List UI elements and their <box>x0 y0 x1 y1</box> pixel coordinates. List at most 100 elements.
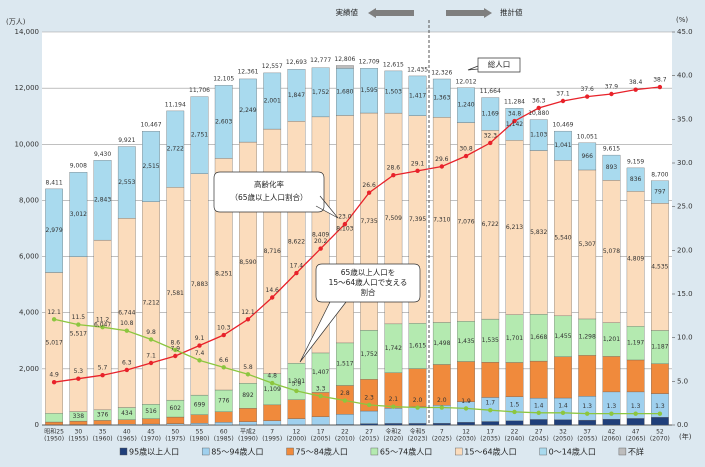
bar-segment <box>45 188 63 273</box>
x-tick-label: (1950) <box>44 436 64 443</box>
segment-label: 8,251 <box>215 271 232 278</box>
y2-tick-label: 5.0 <box>677 377 688 385</box>
labels: 0 2,000 4,000 6,000 8,000 10,000 12,000 14,000 0… <box>15 28 693 443</box>
segment-label: 4,535 <box>651 263 668 270</box>
segment-label: 1,041 <box>554 142 571 149</box>
total-label: 9,008 <box>70 163 87 170</box>
bar-segment <box>457 361 475 402</box>
legend-label: 0～14歳人口 <box>549 447 596 457</box>
x-tick-label: (2023) <box>408 436 428 443</box>
point <box>76 376 81 381</box>
point-label: 10.3 <box>217 325 231 332</box>
point <box>609 411 614 416</box>
x-tick-label: 昭和25 <box>44 428 64 436</box>
segment-label: 893 <box>606 164 618 171</box>
y2-tick-label: 30.0 <box>677 159 693 167</box>
point <box>584 411 590 416</box>
x-tick-label: 22 <box>511 429 519 436</box>
bar-segment <box>166 110 185 188</box>
bar-segment <box>626 359 645 393</box>
point-label: 28.6 <box>387 165 401 172</box>
point <box>221 365 226 370</box>
x-tick-label: (2015) <box>359 436 379 443</box>
total-label: 12,557 <box>262 63 283 70</box>
callout-text: 高齢化率 <box>254 179 284 189</box>
point-label: 12.1 <box>47 309 61 316</box>
callout-text: 割合 <box>361 287 376 297</box>
x-tick-label: 令和5 <box>410 428 426 436</box>
point-label: 1.3 <box>582 403 592 410</box>
segment-label: 1,301 <box>288 378 305 385</box>
point <box>148 360 154 366</box>
legend-label: 75～84歳人口 <box>296 447 348 457</box>
point-label: 2.0 <box>413 397 423 404</box>
segment-label: 1,240 <box>457 102 474 109</box>
point-label: 1.7 <box>485 400 495 407</box>
bar-segment <box>166 423 185 426</box>
point-label: 1.4 <box>534 402 544 409</box>
x-tick-label: 35 <box>99 429 107 436</box>
bar-segment <box>554 356 572 399</box>
point <box>633 87 638 92</box>
bar-segment <box>602 154 621 181</box>
x-tick-label: (2030) <box>456 436 476 443</box>
x-tick-label: 30 <box>75 429 83 436</box>
point-label: 37.6 <box>581 86 595 93</box>
segment-label: 1,742 <box>385 345 402 352</box>
point <box>560 98 566 104</box>
point-label: 7.9 <box>170 346 180 353</box>
callout-text: 65歳以上人口を <box>341 267 396 277</box>
legend-swatch <box>286 447 294 456</box>
segment-label: 5,517 <box>70 331 87 338</box>
bar-segment <box>554 130 572 161</box>
point-label: 6.3 <box>122 359 132 366</box>
x-tick-label: 17 <box>317 429 325 436</box>
line <box>53 318 660 415</box>
y-tick-label: 6,000 <box>19 253 39 261</box>
point-label: 29.1 <box>411 160 425 167</box>
point-label: 1.9 <box>461 398 471 405</box>
segment-label: 3,012 <box>70 211 87 218</box>
point <box>391 173 396 178</box>
point <box>294 388 299 394</box>
segment-label: 1,615 <box>409 342 426 349</box>
bar-segment <box>166 416 185 424</box>
callout-text: 総人口 <box>488 59 511 69</box>
x-tick-label: (2020) <box>383 436 403 443</box>
bar-segment <box>360 423 378 426</box>
segment-label: 1,109 <box>264 386 281 393</box>
legend-label: 95歳以上人口 <box>129 447 179 457</box>
segment-label: 1,455 <box>554 333 571 340</box>
point-label: 9.8 <box>146 329 156 336</box>
segment-label: 6,744 <box>118 309 135 316</box>
point-label: 2.1 <box>389 396 399 403</box>
segment-label: 8,590 <box>239 259 256 266</box>
segment-label: 5,540 <box>554 235 571 242</box>
x-tick-label: (1980) <box>190 436 210 443</box>
segment-label: 1,435 <box>457 338 474 345</box>
segment-label: 7,581 <box>167 290 184 297</box>
bar-segment <box>117 419 136 425</box>
bar-segment <box>117 146 136 219</box>
bar-segment <box>481 362 500 398</box>
x-tick-label: 40 <box>123 429 131 436</box>
total-label: 9,615 <box>603 146 620 153</box>
point <box>173 353 178 359</box>
x-tick-label: (1965) <box>117 436 137 443</box>
bar-segment <box>239 421 257 426</box>
x-tick-label: (1985) <box>214 436 234 443</box>
point <box>51 317 57 322</box>
segment-label: 1,142 <box>506 121 523 128</box>
point <box>124 367 130 373</box>
segment-label: 836 <box>630 176 642 183</box>
x-tick-label: (2050) <box>553 436 573 443</box>
actual-label: 実績値 <box>336 7 359 17</box>
segment-label: 8,622 <box>288 239 305 246</box>
point-label: 2.0 <box>437 397 447 404</box>
segment-label: 1,187 <box>651 344 668 351</box>
total-label: 10,880 <box>528 110 549 117</box>
segment-label: 1,517 <box>336 361 353 368</box>
bar-segment <box>360 410 378 424</box>
y-tick-label: 4,000 <box>19 309 39 317</box>
bar-segment <box>214 422 233 426</box>
